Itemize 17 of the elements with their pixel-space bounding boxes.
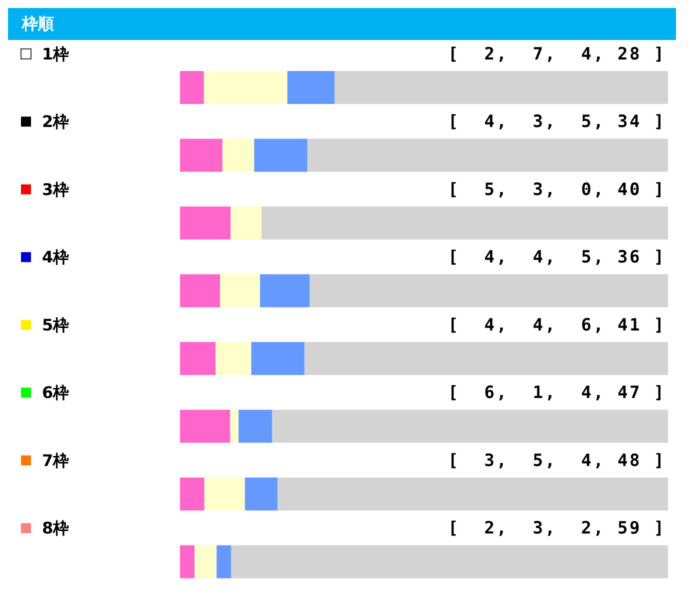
annotation: [ 4, 3, 5, 34 ] xyxy=(448,112,664,132)
annotation: [ 3, 5, 4, 48 ] xyxy=(448,450,664,471)
y-tick-label: 3枠 xyxy=(42,180,70,199)
annotation: [ 5, 3, 0, 40 ] xyxy=(448,180,664,200)
annotation: [ 4, 4, 5, 36 ] xyxy=(448,248,664,268)
text: 枠順 xyxy=(8,8,676,40)
y-tick-label: 8枠 xyxy=(42,518,70,538)
y-tick-label: 1枠 xyxy=(42,44,70,64)
y-tick-label: 4枠 xyxy=(42,248,70,267)
y-tick-label: 7枠 xyxy=(42,450,70,470)
y-tick-label: 2枠 xyxy=(42,112,70,132)
annotation: [ 4, 4, 6, 41 ] xyxy=(448,315,664,336)
y-tick-label: 6枠 xyxy=(42,383,70,402)
annotation: [ 2, 7, 4, 28 ] xyxy=(448,44,664,64)
annotation: [ 6, 1, 4, 47 ] xyxy=(448,383,664,404)
y-tick-label: 5枠 xyxy=(42,315,70,334)
annotation: [ 2, 3, 2, 59 ] xyxy=(448,518,664,539)
